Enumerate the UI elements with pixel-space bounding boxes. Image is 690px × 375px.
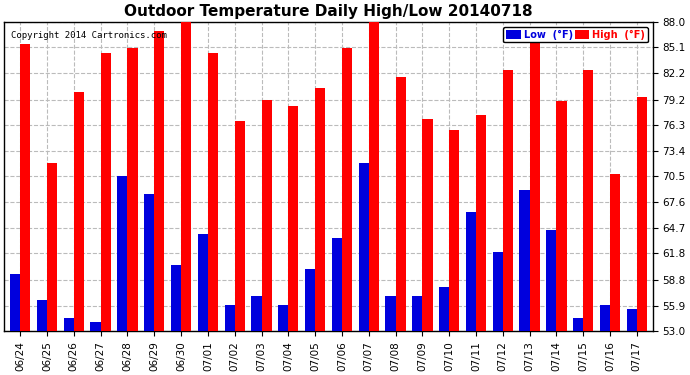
- Bar: [128, 48, 138, 331]
- Legend: Low  (°F), High  (°F): Low (°F), High (°F): [503, 27, 648, 42]
- Bar: [556, 101, 566, 331]
- Bar: [90, 322, 101, 331]
- Bar: [10, 274, 20, 331]
- Bar: [198, 234, 208, 331]
- Bar: [305, 269, 315, 331]
- Bar: [278, 305, 288, 331]
- Bar: [412, 296, 422, 331]
- Bar: [155, 31, 164, 331]
- Bar: [63, 318, 74, 331]
- Bar: [101, 53, 111, 331]
- Bar: [439, 287, 449, 331]
- Bar: [520, 190, 529, 331]
- Bar: [181, 13, 191, 331]
- Bar: [332, 238, 342, 331]
- Bar: [74, 93, 84, 331]
- Bar: [385, 296, 395, 331]
- Bar: [395, 76, 406, 331]
- Bar: [359, 163, 368, 331]
- Bar: [288, 106, 299, 331]
- Text: Copyright 2014 Cartronics.com: Copyright 2014 Cartronics.com: [10, 31, 166, 40]
- Bar: [251, 296, 262, 331]
- Bar: [368, 17, 379, 331]
- Bar: [493, 252, 503, 331]
- Bar: [503, 70, 513, 331]
- Bar: [466, 212, 476, 331]
- Bar: [208, 53, 218, 331]
- Bar: [600, 305, 610, 331]
- Bar: [637, 97, 647, 331]
- Bar: [449, 130, 460, 331]
- Bar: [422, 119, 433, 331]
- Bar: [117, 177, 128, 331]
- Bar: [224, 305, 235, 331]
- Bar: [627, 309, 637, 331]
- Bar: [47, 163, 57, 331]
- Title: Outdoor Temperature Daily High/Low 20140718: Outdoor Temperature Daily High/Low 20140…: [124, 4, 533, 19]
- Bar: [610, 174, 620, 331]
- Bar: [476, 115, 486, 331]
- Bar: [529, 39, 540, 331]
- Bar: [144, 194, 155, 331]
- Bar: [235, 121, 245, 331]
- Bar: [583, 70, 593, 331]
- Bar: [315, 88, 325, 331]
- Bar: [171, 265, 181, 331]
- Bar: [546, 230, 556, 331]
- Bar: [20, 44, 30, 331]
- Bar: [37, 300, 47, 331]
- Bar: [262, 99, 272, 331]
- Bar: [342, 48, 352, 331]
- Bar: [573, 318, 583, 331]
